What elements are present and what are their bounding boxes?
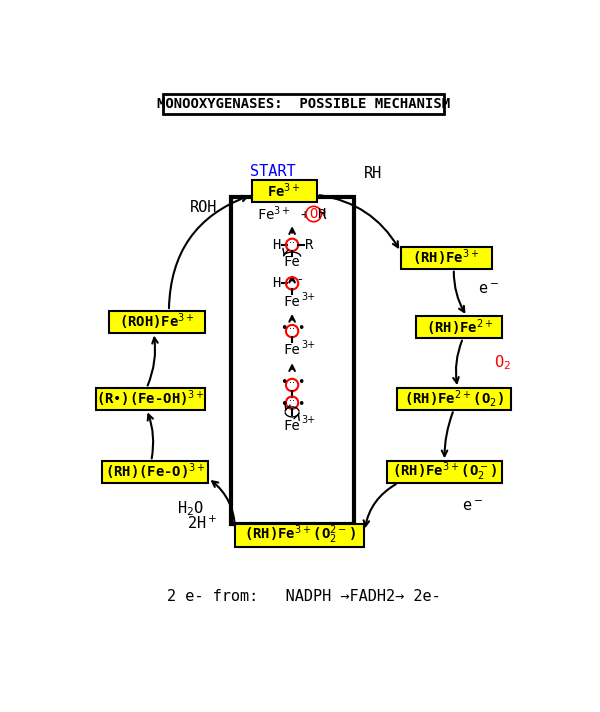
Text: (RH)Fe$^{3+}$: (RH)Fe$^{3+}$ bbox=[412, 248, 480, 268]
Text: •: • bbox=[280, 376, 287, 389]
Text: 2H$^+$: 2H$^+$ bbox=[187, 515, 217, 533]
Text: Fe: Fe bbox=[284, 343, 301, 357]
Text: 3+: 3+ bbox=[301, 292, 316, 302]
Text: R: R bbox=[305, 238, 313, 252]
Text: RH: RH bbox=[364, 166, 382, 181]
Text: (ROH)Fe$^{3+}$: (ROH)Fe$^{3+}$ bbox=[119, 312, 195, 332]
Text: •: • bbox=[280, 399, 287, 412]
Text: O$_2$: O$_2$ bbox=[494, 353, 511, 372]
FancyBboxPatch shape bbox=[102, 461, 208, 483]
Text: O: O bbox=[310, 207, 318, 221]
Text: Fe: Fe bbox=[284, 255, 301, 268]
Text: ··: ·· bbox=[289, 239, 295, 248]
Text: e$^-$: e$^-$ bbox=[463, 499, 484, 514]
Text: •: • bbox=[280, 323, 287, 335]
FancyBboxPatch shape bbox=[251, 180, 317, 201]
Text: (R•)(Fe-OH)$^{3+}$: (R•)(Fe-OH)$^{3+}$ bbox=[96, 389, 205, 409]
Text: 3+: 3+ bbox=[301, 414, 316, 424]
Text: H: H bbox=[317, 207, 326, 221]
Text: ··: ·· bbox=[289, 379, 295, 389]
Text: •: • bbox=[297, 323, 304, 335]
Text: Fe: Fe bbox=[284, 419, 301, 433]
Text: e$^-$: e$^-$ bbox=[478, 282, 499, 297]
Text: (RH)Fe$^{2+}$: (RH)Fe$^{2+}$ bbox=[425, 317, 493, 337]
Text: ··: ·· bbox=[289, 325, 295, 335]
Text: H: H bbox=[272, 276, 281, 290]
Text: (RH)Fe$^{3+}$(O$_2^-$): (RH)Fe$^{3+}$(O$_2^-$) bbox=[392, 461, 497, 483]
Text: ··: ·· bbox=[289, 277, 295, 287]
Text: Fe$^{3+}$ + R: Fe$^{3+}$ + R bbox=[257, 205, 328, 224]
FancyBboxPatch shape bbox=[397, 388, 511, 409]
Text: ··: ·· bbox=[289, 396, 295, 406]
Text: START: START bbox=[250, 164, 296, 179]
FancyBboxPatch shape bbox=[96, 388, 205, 409]
FancyBboxPatch shape bbox=[416, 316, 502, 338]
Text: •: • bbox=[297, 376, 304, 389]
Text: 2 e- from:   NADPH →FADH2→ 2e-: 2 e- from: NADPH →FADH2→ 2e- bbox=[167, 590, 440, 604]
Text: (RH)Fe$^{2+}$(O$_2$): (RH)Fe$^{2+}$(O$_2$) bbox=[404, 388, 504, 409]
Text: (RH)(Fe-O)$^{3+}$: (RH)(Fe-O)$^{3+}$ bbox=[104, 461, 205, 482]
Text: Fe$^{3+}$: Fe$^{3+}$ bbox=[268, 182, 301, 200]
Text: H: H bbox=[272, 238, 281, 252]
Text: -: - bbox=[298, 273, 302, 286]
Text: •: • bbox=[297, 399, 304, 412]
Text: H$_2$O: H$_2$O bbox=[177, 499, 204, 518]
Text: Fe: Fe bbox=[284, 295, 301, 309]
FancyBboxPatch shape bbox=[387, 461, 502, 483]
FancyBboxPatch shape bbox=[235, 523, 364, 547]
FancyBboxPatch shape bbox=[163, 94, 444, 114]
FancyBboxPatch shape bbox=[401, 247, 491, 268]
FancyBboxPatch shape bbox=[109, 311, 205, 333]
FancyBboxPatch shape bbox=[230, 197, 354, 524]
Text: ROH: ROH bbox=[190, 200, 217, 215]
Text: (RH)Fe$^{3+}$(O$_2^{2-}$): (RH)Fe$^{3+}$(O$_2^{2-}$) bbox=[244, 524, 356, 546]
Text: MONOOXYGENASES:  POSSIBLE MECHANISM: MONOOXYGENASES: POSSIBLE MECHANISM bbox=[157, 97, 450, 111]
Text: 3+: 3+ bbox=[301, 340, 316, 350]
